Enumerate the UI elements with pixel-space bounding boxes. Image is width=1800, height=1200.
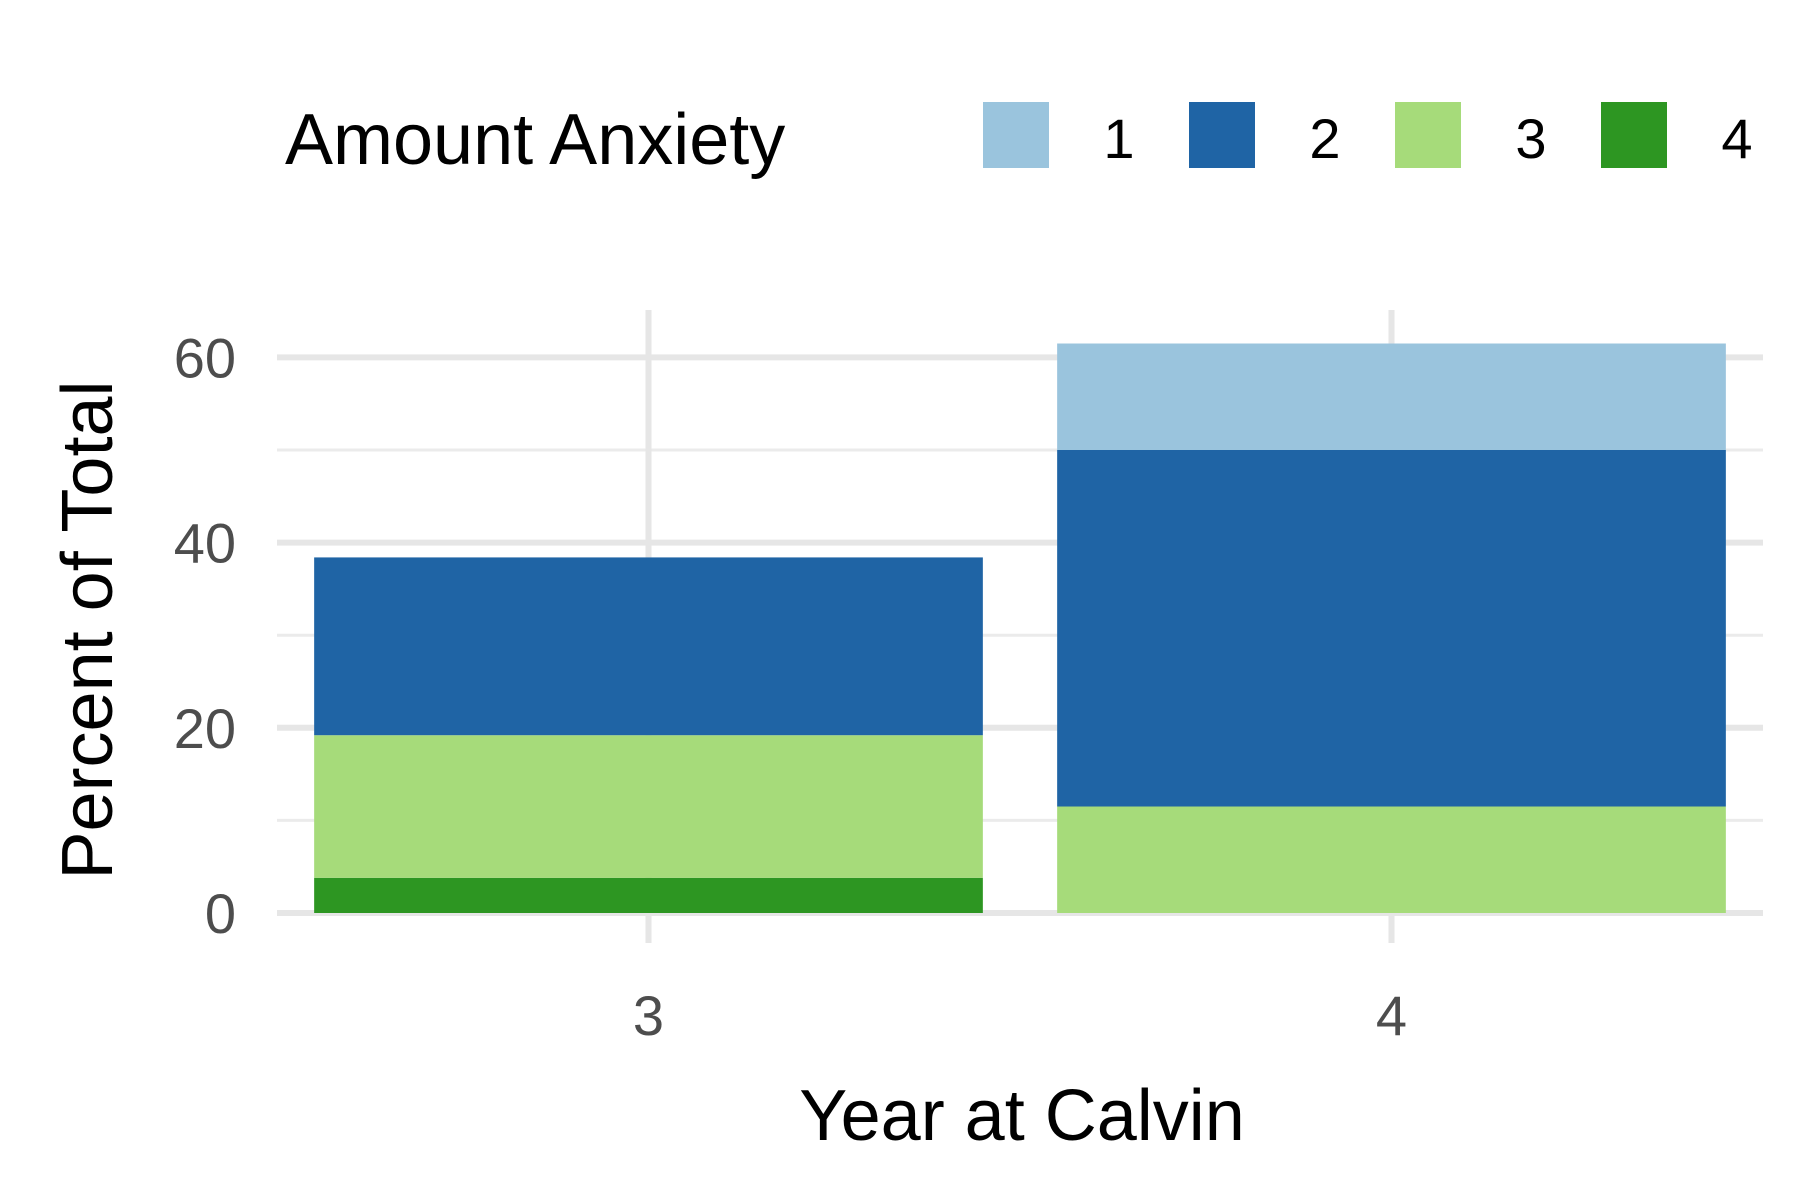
- y-tick-label: 20: [174, 697, 236, 760]
- legend: Amount Anxiety 1 2 3 4: [285, 100, 1753, 180]
- bar-segment: [314, 735, 983, 878]
- legend-key: [983, 102, 1049, 168]
- bar-segment: [1057, 450, 1726, 807]
- bar-segment: [1057, 806, 1726, 913]
- legend-key: [1189, 102, 1255, 168]
- legend-key: [1395, 102, 1461, 168]
- y-tick-label: 60: [174, 326, 236, 389]
- x-tick-label: 3: [633, 984, 664, 1047]
- legend-title: Amount Anxiety: [285, 100, 785, 180]
- legend-key: [1601, 102, 1667, 168]
- bar-segment: [314, 557, 983, 736]
- legend-label: 1: [1103, 107, 1134, 170]
- bar-segment: [314, 877, 983, 913]
- y-axis-title: Percent of Total: [48, 381, 128, 880]
- legend-label: 2: [1309, 107, 1340, 170]
- legend-items: 1 2 3 4: [983, 102, 1753, 170]
- x-axis-title: Year at Calvin: [799, 1076, 1245, 1156]
- legend-label: 3: [1515, 107, 1546, 170]
- legend-label: 4: [1721, 107, 1752, 170]
- x-tick-label: 4: [1376, 984, 1407, 1047]
- y-tick-label: 40: [174, 512, 236, 575]
- bar-segment: [1057, 343, 1726, 450]
- y-tick-label: 0: [205, 882, 236, 945]
- bars: [314, 343, 1726, 913]
- y-tick-labels: 0 20 40 60: [174, 326, 236, 945]
